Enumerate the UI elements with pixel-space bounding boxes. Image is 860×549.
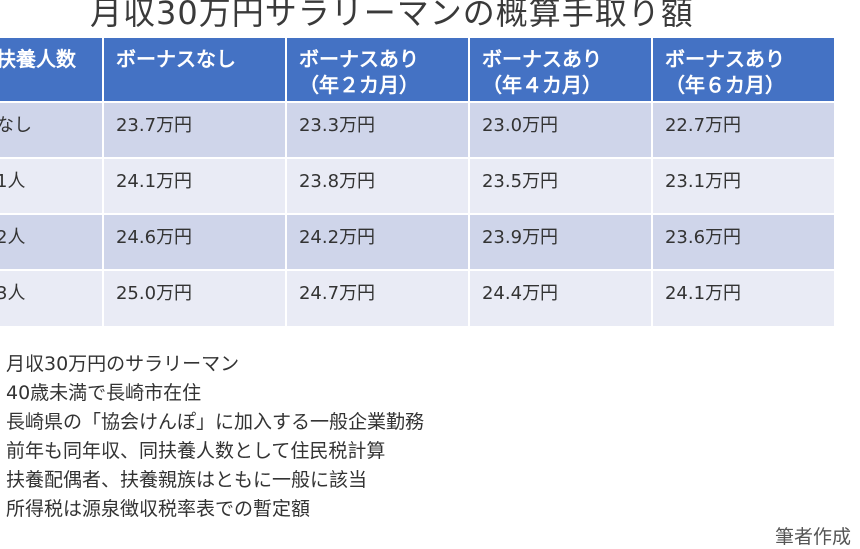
table-cell: 23.3万円 [285, 101, 470, 158]
header-bonus-4-months: ボーナスあり （年４カ月） [468, 38, 653, 102]
note-item: 所得税は源泉徴収税率表での暫定額 [6, 498, 311, 520]
header-dependents: 扶養人数 [0, 38, 104, 102]
page-title: 月収30万円サラリーマンの概算手取り額 [90, 0, 694, 32]
take-home-table: 扶養人数 ボーナスなし ボーナスあり （年２カ月） ボーナスあり （年４カ月） … [0, 38, 837, 326]
table-header-row: 扶養人数 ボーナスなし ボーナスあり （年２カ月） ボーナスあり （年４カ月） … [0, 38, 837, 102]
table-cell: 24.4万円 [468, 269, 653, 326]
table-row: 2人 24.6万円 24.2万円 23.9万円 23.6万円 [0, 213, 837, 270]
table-cell: 23.7万円 [102, 101, 287, 158]
table-cell: 23.8万円 [285, 157, 470, 214]
header-bonus-6-months: ボーナスあり （年６カ月） [651, 38, 837, 102]
table-cell: 24.2万円 [285, 213, 470, 270]
note-item: 長崎県の「協会けんぽ」に加入する一般企業勤務 [6, 411, 425, 433]
table-row: なし 23.7万円 23.3万円 23.0万円 22.7万円 [0, 101, 837, 158]
assumption-notes: 月収30万円のサラリーマン 40歳未満で長崎市在住 長崎県の「協会けんぽ」に加入… [6, 350, 424, 524]
table-cell: 24.6万円 [102, 213, 287, 270]
table-cell: 23.9万円 [468, 213, 653, 270]
row-label: なし [0, 101, 104, 158]
row-label: 1人 [0, 157, 104, 214]
table-cell: 24.7万円 [285, 269, 470, 326]
table-cell: 23.6万円 [651, 213, 837, 270]
table-cell: 22.7万円 [651, 101, 837, 158]
row-label: 2人 [0, 213, 104, 270]
note-item: 前年も同年収、同扶養人数として住民税計算 [6, 440, 386, 462]
table-cell: 25.0万円 [102, 269, 287, 326]
note-item: 扶養配偶者、扶養親族はともに一般に該当 [6, 469, 368, 491]
header-no-bonus: ボーナスなし [102, 38, 287, 102]
table-cell: 24.1万円 [102, 157, 287, 214]
note-item: 40歳未満で長崎市在住 [6, 382, 202, 404]
table-cell: 23.0万円 [468, 101, 653, 158]
table-cell: 23.5万円 [468, 157, 653, 214]
note-item: 月収30万円のサラリーマン [6, 353, 240, 375]
header-bonus-2-months: ボーナスあり （年２カ月） [285, 38, 470, 102]
table-cell: 24.1万円 [651, 269, 837, 326]
table-cell: 23.1万円 [651, 157, 837, 214]
table-row: 1人 24.1万円 23.8万円 23.5万円 23.1万円 [0, 157, 837, 214]
table-row: 3人 25.0万円 24.7万円 24.4万円 24.1万円 [0, 269, 837, 326]
source-credit: 筆者作成 [775, 526, 852, 548]
row-label: 3人 [0, 269, 104, 326]
